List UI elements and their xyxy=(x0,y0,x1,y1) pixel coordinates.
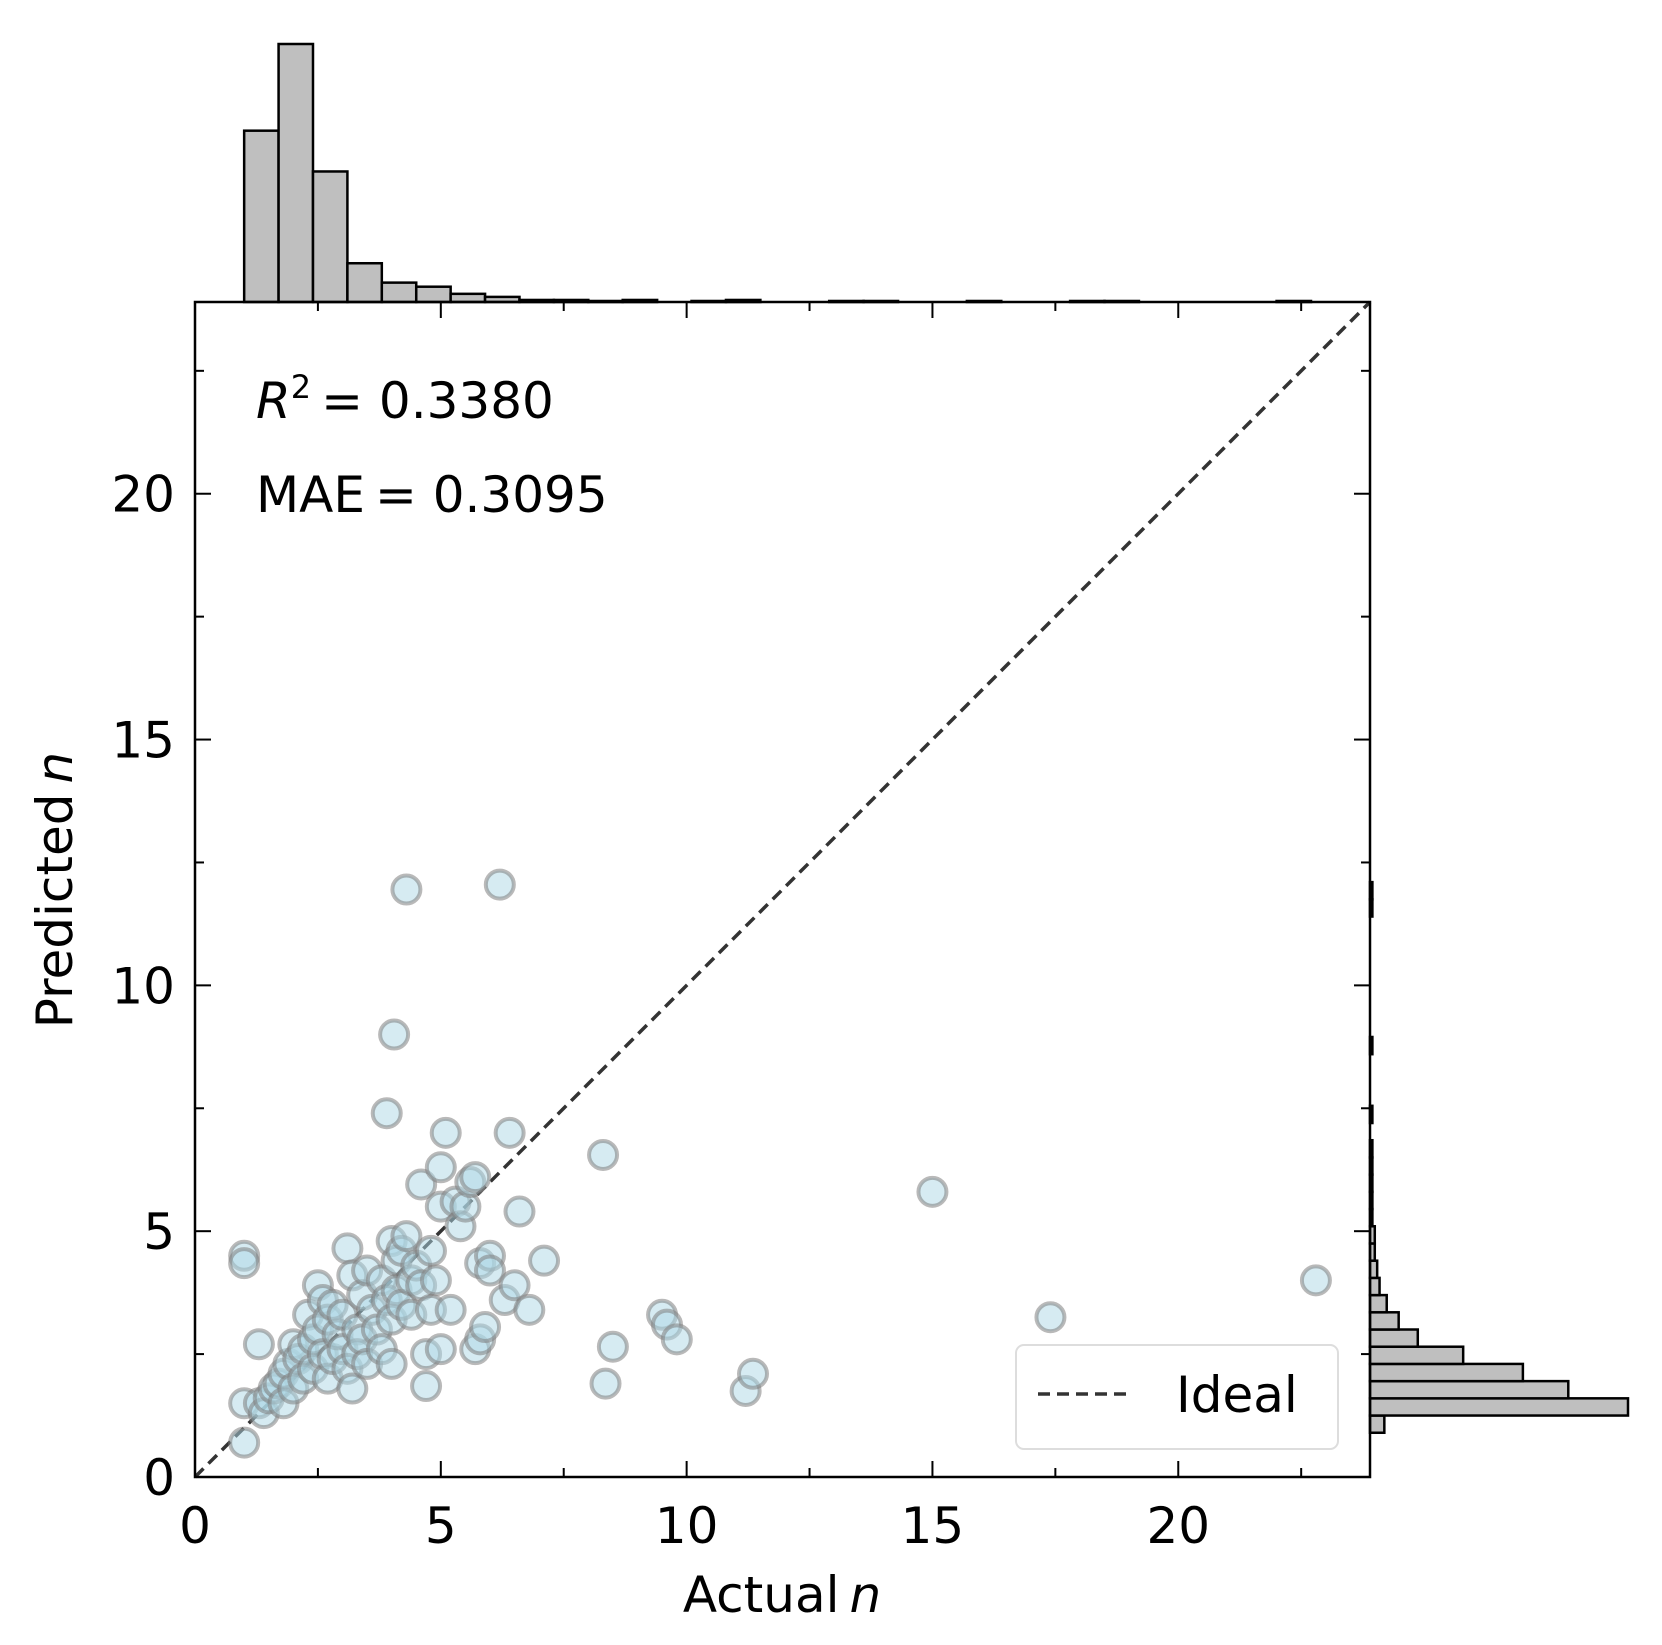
mae-value: = 0.3095 xyxy=(375,466,608,524)
data-point xyxy=(587,1138,620,1171)
data-point xyxy=(1299,1264,1332,1297)
data-point xyxy=(424,1151,457,1184)
top-hist-bar xyxy=(346,261,384,304)
data-point xyxy=(390,1220,423,1253)
data-point xyxy=(370,1097,403,1130)
data-point xyxy=(336,1372,369,1405)
data-point xyxy=(498,1269,531,1302)
data-point xyxy=(916,1175,949,1208)
data-point xyxy=(513,1293,546,1326)
x-tick-label: 15 xyxy=(901,1497,965,1555)
data-point xyxy=(473,1254,506,1287)
data-point xyxy=(414,1234,447,1267)
data-point xyxy=(429,1116,462,1149)
right-hist-bar xyxy=(1368,1345,1465,1366)
x-axis-label-text: Actual xyxy=(683,1566,840,1624)
data-point xyxy=(410,1370,443,1403)
x-tick-label: 20 xyxy=(1146,1497,1210,1555)
right-hist-bar xyxy=(1368,1293,1388,1314)
data-point xyxy=(737,1357,770,1390)
legend-ideal-label: Ideal xyxy=(1176,1366,1298,1424)
right-hist-bar xyxy=(1368,1328,1420,1348)
right-hist-bar xyxy=(1368,1362,1525,1383)
right-hist-bar xyxy=(1368,1414,1386,1435)
y-axis-label-var: n xyxy=(26,752,84,784)
data-point xyxy=(493,1116,526,1149)
data-point xyxy=(419,1264,452,1297)
r2-label: R xyxy=(256,372,291,430)
mae-label: MAE xyxy=(256,466,365,524)
data-point xyxy=(483,868,516,901)
data-point xyxy=(228,1247,261,1280)
y-tick-label: 10 xyxy=(111,957,175,1015)
r2-sup: 2 xyxy=(291,368,311,406)
legend-box xyxy=(1015,1344,1339,1450)
right-hist-bar xyxy=(1368,1397,1630,1417)
top-histogram xyxy=(242,42,1313,304)
data-point xyxy=(459,1161,492,1194)
data-point xyxy=(589,1367,622,1400)
data-point xyxy=(596,1330,629,1363)
top-hist-bar xyxy=(277,42,315,304)
right-hist-bar xyxy=(1368,1379,1570,1400)
data-point xyxy=(424,1333,457,1366)
top-hist-bar xyxy=(311,170,349,304)
legend: Ideal xyxy=(1015,1344,1339,1450)
x-axis-label: Actual n xyxy=(683,1566,881,1624)
right-hist-bar xyxy=(1368,1276,1381,1297)
plot-frame xyxy=(193,300,1372,1479)
data-point xyxy=(390,873,423,906)
r2-value: = 0.3380 xyxy=(321,372,554,430)
data-point xyxy=(434,1293,467,1326)
top-hist-bar xyxy=(242,129,280,304)
x-tick-label: 10 xyxy=(655,1497,719,1555)
y-axis-label: Predicted n xyxy=(26,752,84,1028)
y-tick-label: 0 xyxy=(143,1449,175,1507)
data-point xyxy=(375,1347,408,1380)
scatter-points xyxy=(228,868,1332,1459)
x-axis-label-var: n xyxy=(849,1566,881,1624)
data-point xyxy=(503,1195,536,1228)
y-tick-label: 5 xyxy=(143,1203,175,1261)
data-point xyxy=(378,1018,411,1051)
r2-annotation: R2 = 0.3380 xyxy=(256,368,554,430)
mae-annotation: MAE = 0.3095 xyxy=(256,466,608,524)
data-point xyxy=(405,1168,438,1201)
data-point xyxy=(242,1328,275,1361)
data-point xyxy=(660,1323,693,1356)
x-tick-label: 5 xyxy=(425,1497,457,1555)
axis-tick-labels: 0 5 10 15 20 0 5 10 15 20 xyxy=(111,466,1210,1555)
y-tick-label: 20 xyxy=(111,466,175,524)
y-axis-label-text: Predicted xyxy=(26,793,84,1028)
top-hist-bar xyxy=(414,285,452,304)
right-histogram xyxy=(1368,880,1630,1435)
x-tick-label: 0 xyxy=(179,1497,211,1555)
data-point xyxy=(469,1311,502,1344)
axis-ticks xyxy=(194,302,1370,1478)
top-hist-bar xyxy=(380,281,418,304)
y-tick-label: 15 xyxy=(111,712,175,770)
right-hist-bar xyxy=(1368,1311,1400,1331)
data-point xyxy=(1034,1301,1067,1334)
data-point xyxy=(228,1426,261,1459)
data-point xyxy=(528,1244,561,1277)
